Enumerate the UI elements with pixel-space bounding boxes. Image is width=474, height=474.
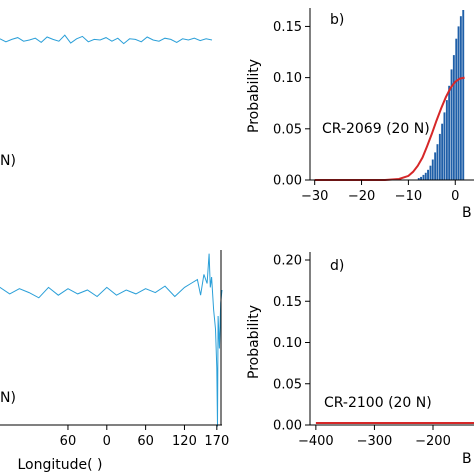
y-tick-label: 0.05 xyxy=(273,122,302,137)
histogram-bar xyxy=(455,38,458,181)
x-axis-label: Longitude( ) xyxy=(17,457,102,473)
y-tick-label: 0.10 xyxy=(273,71,302,86)
x-tick-label: −30 xyxy=(301,189,328,204)
histogram-bar xyxy=(448,85,451,180)
y-tick-label: 0.15 xyxy=(273,295,302,310)
histogram-bar xyxy=(462,10,465,180)
panel-annotation: CR-2069 (20 N) xyxy=(322,121,430,137)
x-tick-label: −10 xyxy=(395,189,422,204)
panel-annotation: CR-2100 (20 N) xyxy=(324,395,432,411)
series-line xyxy=(0,253,223,427)
histogram-bars xyxy=(417,10,465,181)
histogram-bar xyxy=(445,100,448,180)
histogram-bar xyxy=(459,16,462,181)
histogram-bar xyxy=(417,178,420,180)
histogram-bar xyxy=(422,174,425,180)
y-tick-label: 0.15 xyxy=(273,20,302,35)
panel-top-right: 0.00 0.05 0.10 0.15 −30 −20 −10 0 b) CR-2069 (… xyxy=(246,8,474,221)
x-tick-label: 0 xyxy=(103,434,111,449)
series-line xyxy=(0,34,213,45)
y-tick-label: 0.05 xyxy=(273,377,302,392)
histogram-bar xyxy=(438,133,441,180)
panel-top-left: N) xyxy=(0,34,213,169)
histogram-bar xyxy=(420,176,422,180)
y-axis-label: Probability xyxy=(246,305,262,379)
x-tick-label: 60 xyxy=(137,434,154,449)
histogram-bar xyxy=(434,152,437,180)
panel-bottom-left: 60 0 60 120 170 N) Longitude( ) xyxy=(0,250,229,473)
x-tick-label: −20 xyxy=(348,189,375,204)
histogram-bar xyxy=(431,159,434,180)
y-tick-label: 0.00 xyxy=(273,174,302,189)
histogram-bar xyxy=(450,69,453,180)
histogram-bar xyxy=(441,123,444,180)
y-tick-label: 0.10 xyxy=(273,336,302,351)
y-ticks: 0.00 0.05 0.10 0.15 0.20 xyxy=(273,254,310,434)
x-tick-label: 60 xyxy=(60,434,77,449)
panel-annotation: N) xyxy=(0,153,16,169)
y-ticks: 0.00 0.05 0.10 0.15 xyxy=(273,20,310,189)
histogram-bar xyxy=(452,55,455,180)
histogram-bar xyxy=(424,172,427,180)
panel-label: d) xyxy=(330,258,344,274)
y-tick-label: 0.20 xyxy=(273,254,302,269)
histogram-bar xyxy=(457,26,460,181)
x-axis-label: B xyxy=(462,451,472,467)
panel-annotation: N) xyxy=(0,390,16,406)
x-ticks: −30 −20 −10 0 xyxy=(301,180,459,204)
x-tick-label: 120 xyxy=(172,434,197,449)
x-tick-label: 0 xyxy=(451,189,459,204)
y-tick-label: 0.00 xyxy=(273,419,302,434)
histogram-bar xyxy=(443,112,446,180)
x-ticks: 60 0 60 120 170 xyxy=(60,425,229,449)
panel-label: b) xyxy=(330,12,344,28)
histogram-bar xyxy=(427,169,429,180)
x-ticks: −400 −300 −200 xyxy=(298,425,451,449)
x-tick-label: 170 xyxy=(204,434,229,449)
x-axis-label: B xyxy=(462,205,472,221)
histogram-bar xyxy=(429,165,432,180)
x-tick-label: −400 xyxy=(298,434,334,449)
panel-bottom-right: 0.00 0.05 0.10 0.15 0.20 −400 −300 −200 d) CR-… xyxy=(246,252,474,467)
x-tick-label: −300 xyxy=(357,434,393,449)
x-tick-label: −200 xyxy=(415,434,451,449)
y-axis-label: Probability xyxy=(246,59,262,133)
histogram-bar xyxy=(436,144,439,180)
